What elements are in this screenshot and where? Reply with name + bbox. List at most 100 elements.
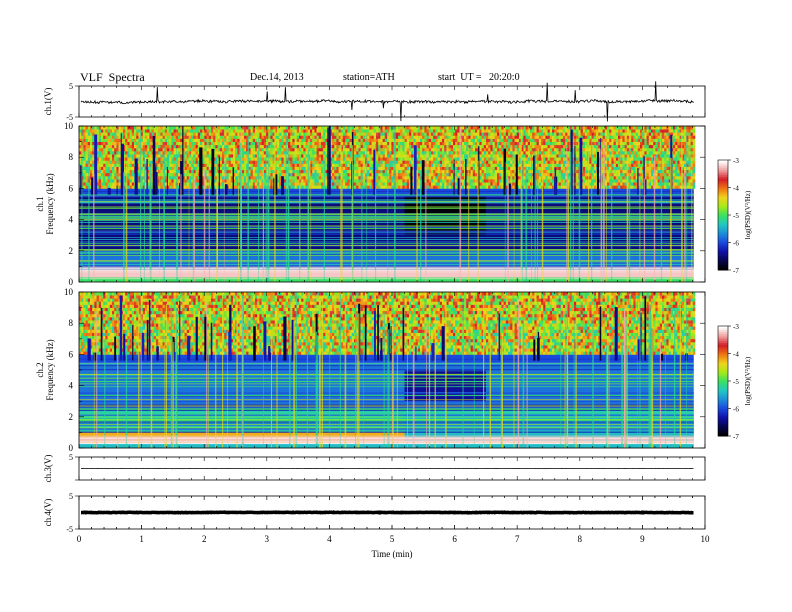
psd-cell	[519, 175, 522, 180]
psd-cell	[103, 169, 106, 174]
psd-cell	[228, 182, 232, 186]
psd-cell	[215, 157, 218, 161]
psd-cell	[389, 157, 392, 161]
psd-cell	[129, 160, 133, 164]
psd-cell	[499, 141, 502, 146]
psd-cell	[365, 169, 368, 174]
psd-cell	[334, 169, 337, 174]
psd-cell	[483, 154, 487, 158]
psd-cell	[508, 126, 511, 130]
psd-cell	[189, 163, 192, 167]
psd-cell	[442, 132, 445, 136]
psd-cell	[305, 144, 309, 149]
psd-cell	[437, 163, 441, 167]
psd-cell	[160, 144, 163, 149]
psd-cell	[475, 150, 478, 155]
psd-cell	[486, 182, 489, 186]
psd-cell	[329, 166, 333, 171]
psd-cell	[534, 160, 537, 164]
psd-cell	[266, 147, 269, 152]
psd-cell	[226, 175, 229, 180]
psd-cell	[552, 175, 555, 180]
psd-cell	[450, 147, 454, 152]
psd-cell	[114, 147, 117, 152]
psd-cell	[343, 135, 346, 139]
psd-cell	[468, 129, 471, 133]
psd-cell	[428, 179, 432, 183]
psd-cell	[279, 182, 282, 186]
psd-cell	[235, 182, 238, 186]
psd-cell	[164, 154, 168, 158]
psd-cell	[512, 154, 515, 158]
psd-cell	[360, 172, 364, 177]
psd-cell	[490, 141, 493, 146]
psd-cell	[538, 135, 542, 139]
psd-cell	[123, 132, 126, 136]
psd-cell	[81, 182, 84, 186]
psd-cell	[417, 132, 421, 136]
psd-cell	[505, 179, 509, 183]
psd-cell	[398, 179, 401, 183]
psd-cell	[268, 157, 271, 161]
psd-cell	[560, 185, 564, 189]
psd-cell	[255, 135, 258, 139]
psd-cell	[184, 126, 188, 130]
psd-cell	[369, 150, 372, 155]
psd-cell	[193, 163, 196, 167]
psd-cell	[314, 182, 317, 186]
psd-cell	[123, 157, 126, 161]
psd-cell	[336, 169, 339, 174]
psd-cell	[101, 172, 104, 177]
psd-cell	[530, 129, 533, 133]
psd-cell	[464, 132, 467, 136]
psd-cell	[380, 144, 383, 149]
psd-cell	[103, 157, 106, 161]
psd-cell	[237, 157, 240, 161]
ch1-wave-trace	[80, 81, 694, 122]
psd-cell	[369, 163, 372, 167]
psd-cell	[200, 126, 203, 130]
psd-cell	[85, 135, 89, 139]
psd-cell	[125, 144, 128, 149]
psd-cell	[138, 144, 141, 149]
psd-cell	[120, 129, 124, 133]
psd-cell	[112, 175, 115, 180]
psd-cell	[147, 166, 150, 171]
psd-cell	[486, 160, 489, 164]
psd-cell	[252, 138, 256, 142]
psd-cell	[499, 175, 502, 180]
psd-cell	[552, 132, 555, 136]
psd-cell	[523, 132, 526, 136]
psd-cell	[285, 147, 289, 152]
psd-cell	[516, 182, 520, 186]
psd-cell	[567, 126, 570, 130]
psd-cell	[516, 147, 520, 152]
psd-cell	[402, 157, 405, 161]
psd-cell	[411, 141, 414, 146]
psd-cell	[470, 163, 474, 167]
psd-cell	[558, 157, 562, 161]
psd-cell	[545, 150, 548, 155]
psd-cell	[230, 172, 234, 177]
psd-cell	[171, 150, 174, 155]
psd-cell	[160, 150, 163, 155]
psd-cell	[387, 150, 390, 155]
psd-cell	[483, 185, 487, 189]
psd-cell	[189, 182, 192, 186]
psd-cell	[345, 147, 348, 152]
psd-cell	[527, 175, 531, 180]
psd-cell	[545, 175, 548, 180]
psd-cell	[560, 135, 564, 139]
psd-cell	[343, 179, 346, 183]
psd-cell	[455, 150, 458, 155]
psd-cell	[138, 163, 141, 167]
psd-cell	[512, 182, 515, 186]
psd-cell	[448, 147, 452, 152]
psd-cell	[380, 163, 383, 167]
psd-cell	[175, 138, 179, 142]
psd-cell	[281, 160, 284, 164]
psd-cell	[380, 129, 383, 133]
psd-cell	[114, 126, 117, 130]
psd-cell	[303, 169, 306, 174]
psd-cell	[409, 175, 412, 180]
